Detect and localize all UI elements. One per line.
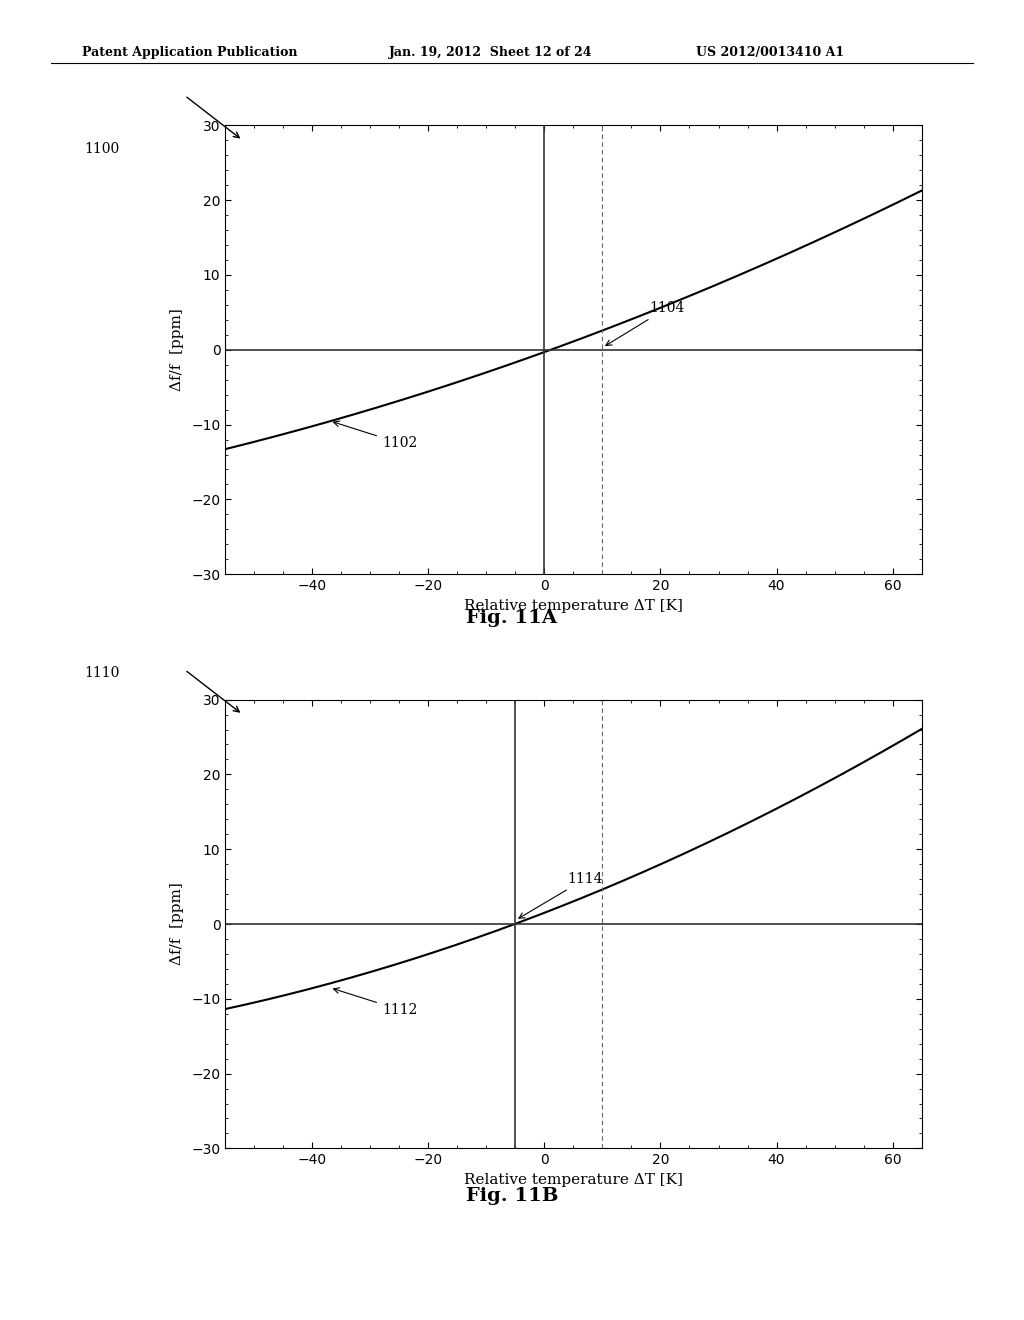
Text: 1110: 1110 [84, 667, 120, 680]
Text: 1104: 1104 [606, 301, 684, 346]
Y-axis label: Δf/f  [ppm]: Δf/f [ppm] [170, 309, 184, 391]
Text: 1102: 1102 [334, 421, 417, 450]
Text: Fig. 11A: Fig. 11A [467, 609, 557, 627]
Text: 1112: 1112 [334, 987, 418, 1016]
Text: Patent Application Publication: Patent Application Publication [82, 46, 297, 59]
X-axis label: Relative temperature ΔT [K]: Relative temperature ΔT [K] [464, 598, 683, 612]
Y-axis label: Δf/f  [ppm]: Δf/f [ppm] [170, 883, 184, 965]
Text: Jan. 19, 2012  Sheet 12 of 24: Jan. 19, 2012 Sheet 12 of 24 [389, 46, 593, 59]
Text: Fig. 11B: Fig. 11B [466, 1187, 558, 1205]
Text: 1100: 1100 [84, 143, 119, 156]
Text: 1114: 1114 [519, 873, 603, 919]
Text: US 2012/0013410 A1: US 2012/0013410 A1 [696, 46, 845, 59]
X-axis label: Relative temperature ΔT [K]: Relative temperature ΔT [K] [464, 1172, 683, 1187]
